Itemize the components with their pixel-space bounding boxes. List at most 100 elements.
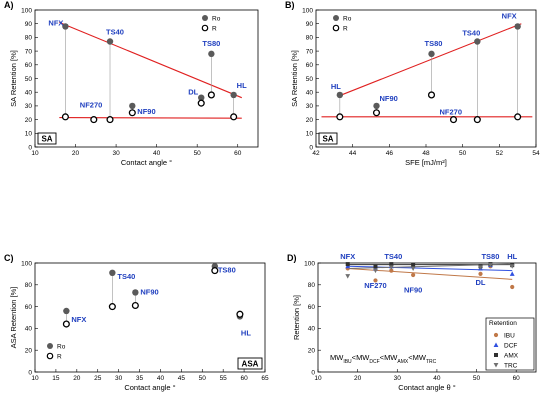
fit-line	[337, 23, 522, 97]
legend-label-amx: AMX	[504, 352, 519, 359]
note-text: MW	[356, 353, 370, 362]
r-point-ts40	[473, 116, 481, 124]
ro-point-ts80	[208, 50, 215, 58]
y-tick-label: 100	[302, 7, 313, 14]
r-point-nfx	[62, 320, 70, 328]
point-label-nf90: NF90	[137, 107, 155, 116]
ro-point-nfx	[63, 307, 70, 315]
legend-ro-marker	[47, 343, 53, 349]
ro-point-nfx	[62, 23, 69, 30]
y-tick-label: 40	[308, 326, 316, 333]
r-point-nf270	[449, 116, 458, 124]
r-point-hl	[336, 113, 344, 121]
legend-r-marker	[46, 352, 54, 360]
legend-label-ibu: IBU	[504, 332, 515, 339]
ro-point-nfx	[514, 23, 521, 30]
point-label-hl: HL	[331, 82, 341, 91]
legend-ro-label: Ro	[343, 15, 352, 22]
ro-point-ts40	[106, 38, 114, 45]
legend-r-label: R	[57, 353, 62, 360]
legend-label-dcf: DCF	[504, 342, 517, 349]
legend-label-trc: TRC	[504, 362, 518, 369]
y-tick-label: 40	[25, 326, 33, 333]
tag-box	[37, 132, 57, 145]
y-tick-label: 90	[25, 21, 33, 28]
legend-box	[485, 317, 535, 371]
point-trc	[388, 265, 394, 270]
point-ibu	[478, 271, 483, 276]
y-tick-label: 0	[311, 369, 315, 376]
note-subscript: DCF	[369, 359, 379, 365]
point-ibu	[389, 268, 394, 273]
ro-point-nf90	[129, 102, 136, 110]
legend-ro-marker	[202, 15, 208, 21]
plot-frame	[34, 262, 266, 373]
y-tick-label: 40	[25, 90, 33, 97]
x-tick-label: 10	[31, 150, 39, 157]
ro-point-ts40	[109, 269, 116, 277]
x-axis-label: Contact angle θ °	[398, 383, 456, 392]
y-axis-label: ASA Retention [%]	[9, 287, 18, 349]
y-tick-label: 0	[28, 144, 32, 151]
y-tick-label: 70	[306, 48, 314, 55]
point-label-nfx: NFX	[48, 18, 63, 27]
note-text: MW	[413, 353, 427, 362]
point-label-ts80: TS80	[218, 265, 236, 274]
note-text: <	[380, 353, 385, 362]
x-tick-label: 40	[157, 375, 165, 382]
y-tick-label: 50	[306, 76, 314, 83]
y-tick-label: 70	[25, 48, 33, 55]
point-trc	[373, 268, 378, 274]
point-label-ts40: TS40	[462, 29, 480, 38]
tag-box	[318, 132, 338, 145]
r-point-ts80	[211, 267, 219, 275]
ro-point-ts80	[428, 50, 435, 58]
point-label-nf270: NF270	[80, 101, 103, 110]
r-point-ts40	[108, 303, 116, 311]
legend-ro-label: Ro	[212, 15, 221, 22]
y-tick-label: 0	[28, 369, 32, 376]
x-tick-label: 65	[261, 375, 269, 382]
y-tick-label: 20	[25, 348, 33, 355]
point-label-nf270: NF270	[440, 108, 463, 117]
point-amx	[411, 263, 416, 268]
y-tick-label: 60	[308, 304, 316, 311]
inner-label-dl: DL	[476, 278, 486, 287]
panel-letter: C)	[4, 253, 14, 263]
x-axis-label: Contact angle °	[124, 383, 175, 392]
fit-line	[59, 116, 242, 119]
plot-frame	[34, 9, 259, 148]
x-tick-label: 10	[314, 375, 322, 382]
ro-point-ts40	[474, 38, 481, 45]
point-label-ts40: TS40	[117, 272, 135, 281]
y-tick-label: 60	[25, 62, 33, 69]
legend-marker-ibu	[493, 332, 499, 338]
top-label-ts40: TS40	[384, 252, 402, 261]
y-tick-label: 10	[306, 131, 314, 138]
ro-point-dl	[198, 94, 205, 101]
y-tick-label: 10	[25, 131, 33, 138]
x-tick-label: 30	[394, 375, 402, 382]
x-tick-label: 20	[354, 375, 362, 382]
inner-label-nf90: NF90	[404, 285, 422, 294]
point-trc	[509, 264, 515, 269]
point-dcf	[509, 271, 515, 276]
y-axis-label: Retention [%]	[292, 295, 301, 340]
tag-label: SA	[322, 135, 333, 144]
point-label-nfx: NFX	[71, 315, 86, 324]
ro-point-nf90	[373, 102, 380, 110]
x-tick-label: 60	[513, 375, 521, 382]
y-tick-label: 60	[306, 62, 314, 69]
legend-ro-label: Ro	[57, 343, 66, 350]
r-point-ts80	[207, 91, 215, 99]
y-axis-label: SA Retention [%]	[290, 50, 299, 107]
note-text: MW	[330, 353, 344, 362]
tag-label: SA	[41, 135, 52, 144]
x-tick-label: 25	[94, 375, 102, 382]
point-trc	[478, 265, 483, 270]
r-point-hl	[236, 310, 244, 318]
y-tick-label: 0	[309, 144, 313, 151]
top-label-hl: HL	[507, 252, 517, 261]
y-tick-label: 80	[306, 35, 314, 42]
point-trc	[345, 274, 351, 279]
